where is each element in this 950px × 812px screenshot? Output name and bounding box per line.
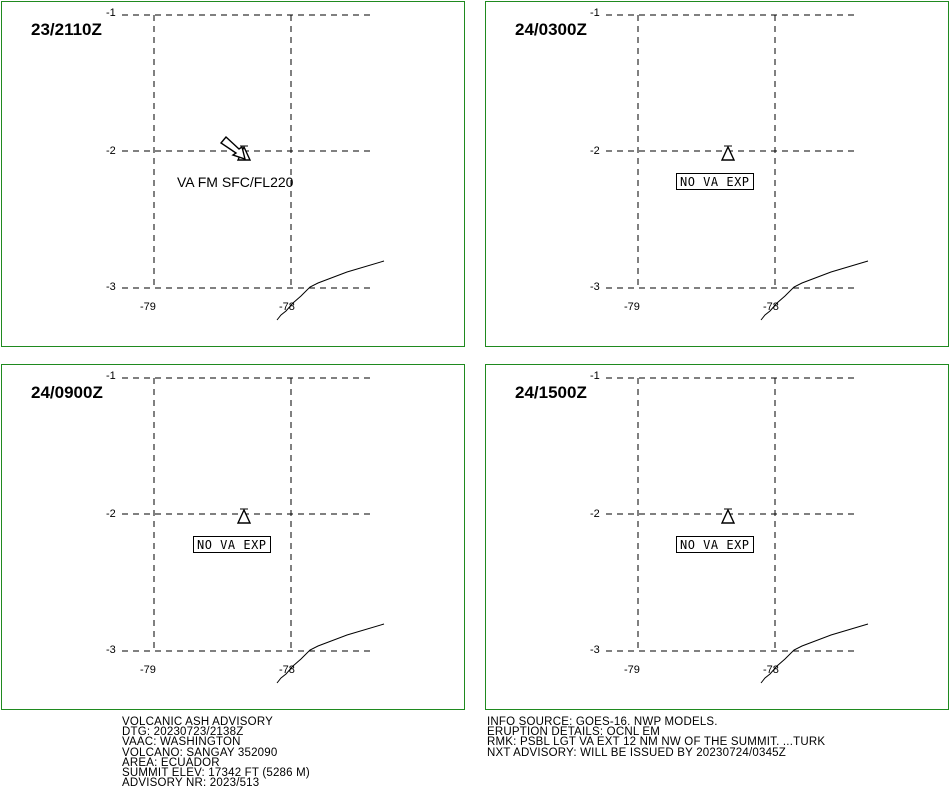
graticule (122, 377, 374, 652)
advisory-line: NXT ADVISORY: WILL BE ISSUED BY 20230724… (487, 746, 786, 759)
lat-label: -1 (590, 7, 600, 19)
valid-time: 24/0300Z (515, 20, 587, 39)
volcano-triangle-icon (720, 508, 736, 524)
valid-time: 23/2110Z (31, 20, 102, 39)
lon-label: -79 (624, 301, 640, 313)
forecast-panel-2: 24/0300Z -1 -2 -3 -79 -78 NO VA EXP (485, 1, 949, 347)
lon-label: -78 (279, 664, 295, 676)
advisory-line: VAAC: WASHINGTON (122, 736, 241, 749)
lat-label: -1 (590, 370, 600, 382)
graticule (606, 377, 858, 652)
lat-label: -3 (106, 644, 116, 656)
advisory-line: SUMMIT ELEV: 17342 FT (5286 M) (122, 767, 310, 780)
lon-label: -79 (624, 664, 640, 676)
ash-drift-arrow-icon (219, 135, 246, 161)
no-va-expected-box: NO VA EXP (676, 173, 754, 190)
lon-label: -79 (140, 664, 156, 676)
advisory-line: AREA: ECUADOR (122, 756, 220, 769)
advisory-line: VOLCANIC ASH ADVISORY (122, 716, 273, 728)
forecast-panel-3: 24/0900Z -1 -2 -3 -79 -78 NO VA EXP (1, 364, 465, 710)
lat-label: -1 (106, 370, 116, 382)
volcano-triangle-icon (236, 508, 252, 524)
advisory-header-block: VOLCANIC ASH ADVISORY DTG: 20230723/2138… (122, 716, 310, 790)
lat-label: -2 (106, 508, 116, 520)
lat-label: -3 (590, 644, 600, 656)
advisory-line: DTG: 20230723/2138Z (122, 726, 244, 739)
valid-time: 24/0900Z (31, 383, 103, 402)
no-va-expected-box: NO VA EXP (676, 536, 754, 553)
advisory-line: INFO SOURCE: GOES-16. NWP MODELS. (487, 716, 718, 728)
coastline (276, 623, 385, 684)
lon-label: -78 (763, 301, 779, 313)
forecast-panel-4: 24/1500Z -1 -2 -3 -79 -78 NO VA EXP (485, 364, 949, 710)
advisory-line: ADVISORY NR: 2023/513 (122, 777, 260, 790)
advisory-details-block: INFO SOURCE: GOES-16. NWP MODELS. ERUPTI… (487, 716, 826, 759)
map-canvas (122, 14, 385, 321)
coastline (760, 260, 869, 321)
valid-time: 24/1500Z (515, 383, 587, 402)
coastline (760, 623, 869, 684)
graticule (122, 14, 374, 289)
lat-label: -3 (590, 281, 600, 293)
lat-label: -1 (106, 7, 116, 19)
advisory-line: VOLCANO: SANGAY 352090 (122, 746, 278, 759)
coastline (276, 260, 385, 321)
forecast-panel-1: 23/2110Z -1 -2 -3 -79 -78 VA FM SFC/FL22… (1, 1, 465, 347)
no-va-expected-box: NO VA EXP (193, 536, 271, 553)
ash-extent-label: VA FM SFC/FL220 (177, 174, 294, 190)
lon-label: -78 (763, 664, 779, 676)
graticule (606, 14, 858, 289)
lat-label: -2 (106, 145, 116, 157)
lat-label: -2 (590, 508, 600, 520)
map-canvas (606, 377, 869, 684)
lon-label: -79 (140, 301, 156, 313)
lat-label: -2 (590, 145, 600, 157)
map-canvas (122, 377, 385, 684)
advisory-line: ERUPTION DETAILS: OCNL EM (487, 726, 661, 739)
lon-label: -78 (279, 301, 295, 313)
advisory-line: RMK: PSBL LGT VA EXT 12 NM NW OF THE SUM… (487, 736, 826, 749)
volcano-triangle-icon (720, 145, 736, 161)
map-canvas (606, 14, 869, 321)
lat-label: -3 (106, 281, 116, 293)
